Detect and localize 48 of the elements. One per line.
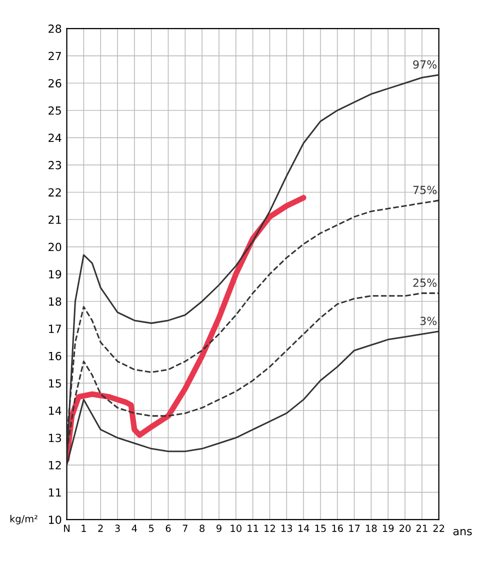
x-tick-label: N xyxy=(64,524,70,532)
y-tick-label: 16 xyxy=(49,352,62,360)
x-tick-label: 7 xyxy=(182,524,188,532)
series-label: 97% xyxy=(413,60,437,69)
y-tick-label: 28 xyxy=(48,24,62,33)
x-tick-label: 20 xyxy=(400,524,411,532)
x-tick-label: 19 xyxy=(382,524,394,532)
y-axis-title: kg/m² xyxy=(10,514,38,524)
y-tick-label: 27 xyxy=(48,52,61,60)
x-tick-label: 13 xyxy=(282,524,292,532)
y-tick-label: 11 xyxy=(49,488,61,497)
x-axis-title: ans xyxy=(453,528,472,536)
y-tick-label: 21 xyxy=(48,215,61,224)
y-tick-label: 25 xyxy=(48,106,61,115)
y-tick-label: 10 xyxy=(49,516,62,524)
x-tick-label: 6 xyxy=(166,524,171,532)
x-tick-label: 2 xyxy=(98,524,103,532)
x-tick-label: 9 xyxy=(216,524,222,532)
y-tick-label: 20 xyxy=(48,242,62,252)
x-tick-label: 1 xyxy=(82,524,86,532)
x-tick-label: 18 xyxy=(366,524,377,532)
y-tick-label: 22 xyxy=(48,188,61,196)
y-tick-label: 15 xyxy=(49,379,61,388)
x-tick-label: 10 xyxy=(230,524,242,532)
x-tick-label: 11 xyxy=(248,524,258,532)
y-tick-label: 14 xyxy=(49,406,62,415)
x-tick-label: 17 xyxy=(349,524,360,532)
series-label: 3% xyxy=(420,316,437,326)
y-tick-label: 12 xyxy=(49,461,61,470)
y-tick-label: 17 xyxy=(49,324,61,333)
x-tick-label: 4 xyxy=(132,524,137,532)
x-tick-label: 12 xyxy=(264,524,275,532)
y-tick-label: 23 xyxy=(48,160,62,170)
y-tick-label: 19 xyxy=(49,270,62,278)
series-label: 25% xyxy=(413,278,437,287)
series-label: 75% xyxy=(413,186,437,194)
y-tick-label: 24 xyxy=(48,134,62,142)
x-tick-label: 14 xyxy=(298,524,310,532)
x-tick-label: 15 xyxy=(315,524,326,532)
x-tick-label: 21 xyxy=(416,524,428,532)
y-tick-label: 13 xyxy=(49,434,62,442)
x-tick-label: 3 xyxy=(115,524,120,532)
x-tick-label: 22 xyxy=(433,524,444,532)
x-tick-label: 16 xyxy=(332,524,343,532)
y-tick-label: 18 xyxy=(49,297,62,306)
x-tick-label: 8 xyxy=(200,524,204,532)
x-tick-label: 5 xyxy=(148,524,154,532)
y-tick-label: 26 xyxy=(48,79,62,88)
